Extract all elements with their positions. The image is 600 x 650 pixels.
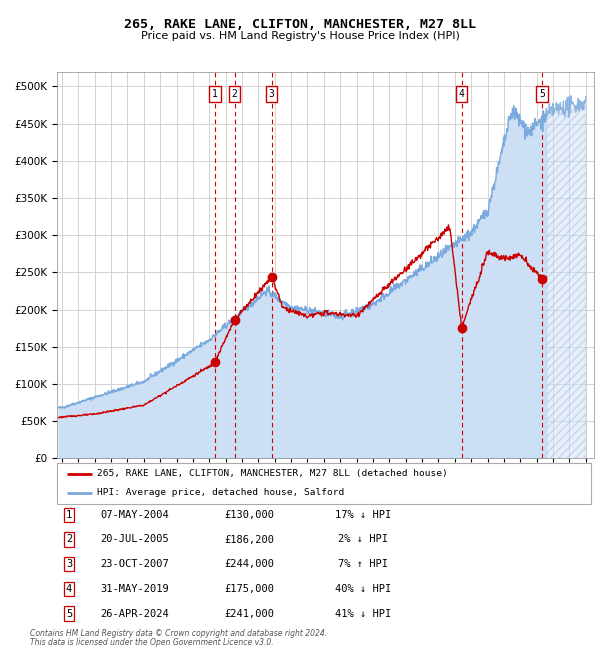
Text: HPI: Average price, detached house, Salford: HPI: Average price, detached house, Salf…: [97, 488, 344, 497]
Text: 4: 4: [458, 89, 464, 99]
Text: 1: 1: [66, 510, 72, 520]
Text: 31-MAY-2019: 31-MAY-2019: [101, 584, 169, 594]
Text: This data is licensed under the Open Government Licence v3.0.: This data is licensed under the Open Gov…: [30, 638, 274, 647]
Text: 26-APR-2024: 26-APR-2024: [101, 608, 169, 619]
Text: £244,000: £244,000: [224, 559, 274, 569]
Text: 2: 2: [232, 89, 238, 99]
Text: 265, RAKE LANE, CLIFTON, MANCHESTER, M27 8LL: 265, RAKE LANE, CLIFTON, MANCHESTER, M27…: [124, 18, 476, 31]
Text: 1: 1: [212, 89, 218, 99]
Text: 20-JUL-2005: 20-JUL-2005: [101, 534, 169, 545]
Text: Contains HM Land Registry data © Crown copyright and database right 2024.: Contains HM Land Registry data © Crown c…: [30, 629, 327, 638]
Text: 07-MAY-2004: 07-MAY-2004: [101, 510, 169, 520]
Text: 3: 3: [269, 89, 275, 99]
Text: 40% ↓ HPI: 40% ↓ HPI: [335, 584, 391, 594]
Text: £241,000: £241,000: [224, 608, 274, 619]
Text: £186,200: £186,200: [224, 534, 274, 545]
Text: 2% ↓ HPI: 2% ↓ HPI: [338, 534, 388, 545]
Text: 41% ↓ HPI: 41% ↓ HPI: [335, 608, 391, 619]
Text: 4: 4: [66, 584, 72, 594]
Text: 23-OCT-2007: 23-OCT-2007: [101, 559, 169, 569]
Text: Price paid vs. HM Land Registry's House Price Index (HPI): Price paid vs. HM Land Registry's House …: [140, 31, 460, 41]
Text: 3: 3: [66, 559, 72, 569]
Text: 5: 5: [66, 608, 72, 619]
Text: £175,000: £175,000: [224, 584, 274, 594]
Text: 5: 5: [539, 89, 545, 99]
Text: 2: 2: [66, 534, 72, 545]
Text: £130,000: £130,000: [224, 510, 274, 520]
Text: 17% ↓ HPI: 17% ↓ HPI: [335, 510, 391, 520]
Text: 7% ↑ HPI: 7% ↑ HPI: [338, 559, 388, 569]
Text: 265, RAKE LANE, CLIFTON, MANCHESTER, M27 8LL (detached house): 265, RAKE LANE, CLIFTON, MANCHESTER, M27…: [97, 469, 448, 478]
